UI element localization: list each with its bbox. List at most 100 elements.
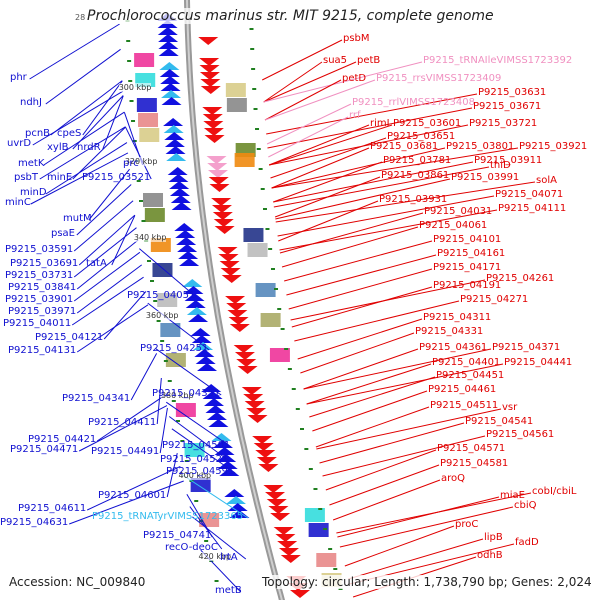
left-gene-label[interactable]: tatA <box>86 258 107 269</box>
right-gene-label[interactable]: vsr <box>502 402 518 413</box>
right-gene-label[interactable]: P9215_04441 <box>504 357 573 368</box>
left-gene-label[interactable]: recO-deoC <box>165 542 218 553</box>
right-gene-label[interactable]: P9215_04401 <box>432 357 501 368</box>
right-gene-label[interactable]: petD <box>342 73 367 84</box>
right-gene-label[interactable]: P9215_04161 <box>437 248 506 259</box>
left-gene-label[interactable]: metK <box>18 158 45 169</box>
right-gene-label[interactable]: P9215_03781 <box>383 155 452 166</box>
left-gene-label[interactable]: P9215_04741 <box>143 530 212 541</box>
right-gene-label[interactable]: P9215_04271 <box>460 294 529 305</box>
right-gene-label[interactable]: P9215_04451 <box>436 370 505 381</box>
right-gene-label[interactable]: P9215_03991 <box>451 172 520 183</box>
right-gene-label[interactable]: petB <box>357 55 381 66</box>
right-gene-label[interactable]: P9215_03601 <box>393 118 462 129</box>
left-gene-label[interactable]: P9215_04411 <box>88 417 157 428</box>
right-gene-label[interactable]: P9215_03921 <box>519 141 588 152</box>
left-gene-label[interactable]: P9215_03971 <box>8 306 77 317</box>
right-gene-label[interactable]: P9215_03911 <box>474 155 543 166</box>
right-gene-label[interactable]: P9215_rrsVIMSS1723409 <box>376 73 502 84</box>
right-gene-label[interactable]: P9215_03931 <box>379 194 448 205</box>
left-gene-label[interactable]: P9215_tRNATyrVIMSS1723365 <box>92 511 244 522</box>
right-gene-label[interactable]: P9215_04061 <box>419 220 488 231</box>
right-gene-label[interactable]: P9215_04311 <box>423 312 492 323</box>
right-gene-label[interactable]: rimI <box>370 118 390 129</box>
left-gene-label[interactable]: nrdR <box>77 142 101 153</box>
left-gene-label[interactable]: P9215_03731 <box>5 270 74 281</box>
left-gene-label[interactable]: mutM <box>63 213 92 224</box>
right-gene-label[interactable]: cbiQ <box>514 500 537 511</box>
left-gene-label[interactable]: psaE <box>51 228 76 239</box>
right-gene-label[interactable]: P9215_04031 <box>424 206 493 217</box>
right-gene-label[interactable]: P9215_04261 <box>486 273 555 284</box>
right-gene-label[interactable]: P9215_04571 <box>437 443 506 454</box>
right-gene-label[interactable]: P9215_04071 <box>495 189 564 200</box>
right-gene-label[interactable]: P9215_rrlVIMSS1723408 <box>352 97 475 108</box>
right-gene-label[interactable]: aroQ <box>441 473 466 484</box>
right-gene-label[interactable]: proC <box>455 519 479 530</box>
left-gene-label[interactable]: P9215_04351 <box>152 388 221 399</box>
right-gene-label[interactable]: P9215_04111 <box>498 203 567 214</box>
left-gene-label[interactable]: P9215_04051 <box>127 290 196 301</box>
right-gene-label[interactable]: P9215_03631 <box>478 87 547 98</box>
left-gene-label[interactable]: P9215_03901 <box>5 294 74 305</box>
right-gene-label[interactable]: P9215_03671 <box>473 101 542 112</box>
left-gene-label[interactable]: metB <box>215 585 242 596</box>
right-gene-label[interactable]: P9215_04171 <box>433 262 502 273</box>
left-gene-label[interactable]: P9215_04011 <box>3 318 72 329</box>
right-gene-label[interactable]: P9215_04511 <box>430 400 499 411</box>
left-gene-label[interactable]: P9215_04491 <box>91 446 160 457</box>
right-gene-label[interactable]: P9215_tRNAIleVIMSS1723392 <box>423 55 573 66</box>
left-gene-label[interactable]: P9215_04521 <box>160 454 229 465</box>
left-gene-label[interactable]: P9215_04611 <box>18 503 87 514</box>
right-gene-label[interactable]: P9215_03721 <box>469 118 538 129</box>
left-gene-label[interactable]: P9215_03841 <box>8 282 77 293</box>
left-gene-label[interactable]: P9215_04631 <box>0 517 69 528</box>
right-gene-label[interactable]: P9215_04541 <box>465 416 534 427</box>
left-gene-label[interactable]: xylB <box>47 142 69 153</box>
left-gene-label[interactable]: P9215_04341 <box>62 393 131 404</box>
left-gene-label[interactable]: psbT <box>14 172 39 183</box>
left-gene-label[interactable]: P9215_04421 <box>28 434 97 445</box>
left-gene-label[interactable]: uvrD <box>7 138 32 149</box>
right-gene-label[interactable]: thiD <box>490 160 511 171</box>
right-gene-label[interactable]: P9215_03801 <box>446 141 515 152</box>
right-gene-label[interactable]: P9215_04361 <box>419 342 488 353</box>
right-gene-label[interactable]: P9215_04561 <box>486 429 555 440</box>
right-gene-label[interactable]: P9215_03861 <box>381 170 450 181</box>
right-gene-label[interactable]: lipB <box>484 532 503 543</box>
right-gene-label[interactable]: solA <box>536 175 557 186</box>
left-gene-label[interactable]: P9215_04601 <box>98 490 167 501</box>
left-gene-label[interactable]: phr <box>10 72 27 83</box>
left-gene-label[interactable]: P9215_04591 <box>166 466 235 477</box>
left-gene-label[interactable]: P9215_04501 <box>162 440 231 451</box>
right-gene-label[interactable]: fadD <box>515 537 539 548</box>
right-gene-label[interactable]: P9215_03651 <box>387 131 456 142</box>
left-gene-label[interactable]: P9215_03591 <box>5 244 74 255</box>
left-gene-label[interactable]: cpeS <box>57 128 82 139</box>
left-gene-label[interactable]: minD <box>20 187 47 198</box>
left-gene-label[interactable]: ndhJ <box>20 97 42 108</box>
right-gene-label[interactable]: sua5 <box>323 55 348 66</box>
left-gene-label[interactable]: P9215_04131 <box>8 345 77 356</box>
left-gene-label[interactable]: minE <box>47 172 73 183</box>
right-gene-label[interactable]: P9215_03681 <box>370 141 439 152</box>
left-gene-label[interactable]: pcnB <box>25 128 51 139</box>
right-gene-label[interactable]: P9215_04191 <box>433 280 502 291</box>
left-gene-label[interactable]: minC <box>5 197 31 208</box>
left-gene-label[interactable]: P9215_04251 <box>140 343 209 354</box>
left-gene-label[interactable]: lrtA <box>220 552 238 563</box>
right-gene-label[interactable]: rrf <box>349 110 361 121</box>
right-gene-label[interactable]: P9215_04581 <box>440 458 509 469</box>
right-gene-label[interactable]: P9215_04461 <box>428 384 497 395</box>
right-gene-label[interactable]: P9215_04371 <box>492 342 561 353</box>
left-gene-label[interactable]: P9215_04121 <box>35 332 104 343</box>
right-gene-label[interactable]: odhB <box>477 550 503 561</box>
right-gene-label[interactable]: P9215_04101 <box>433 234 502 245</box>
right-gene-label[interactable]: psbM <box>343 33 370 44</box>
left-gene-label[interactable]: P9215_04471 <box>10 444 79 455</box>
right-gene-label[interactable]: P9215_04331 <box>415 326 484 337</box>
left-gene-label[interactable]: P9215_03521 <box>82 172 151 183</box>
left-gene-label[interactable]: P9215_03691 <box>10 258 79 269</box>
right-gene-label[interactable]: miaE <box>500 490 525 501</box>
right-gene-label[interactable]: cobI/cbiL <box>532 486 577 497</box>
